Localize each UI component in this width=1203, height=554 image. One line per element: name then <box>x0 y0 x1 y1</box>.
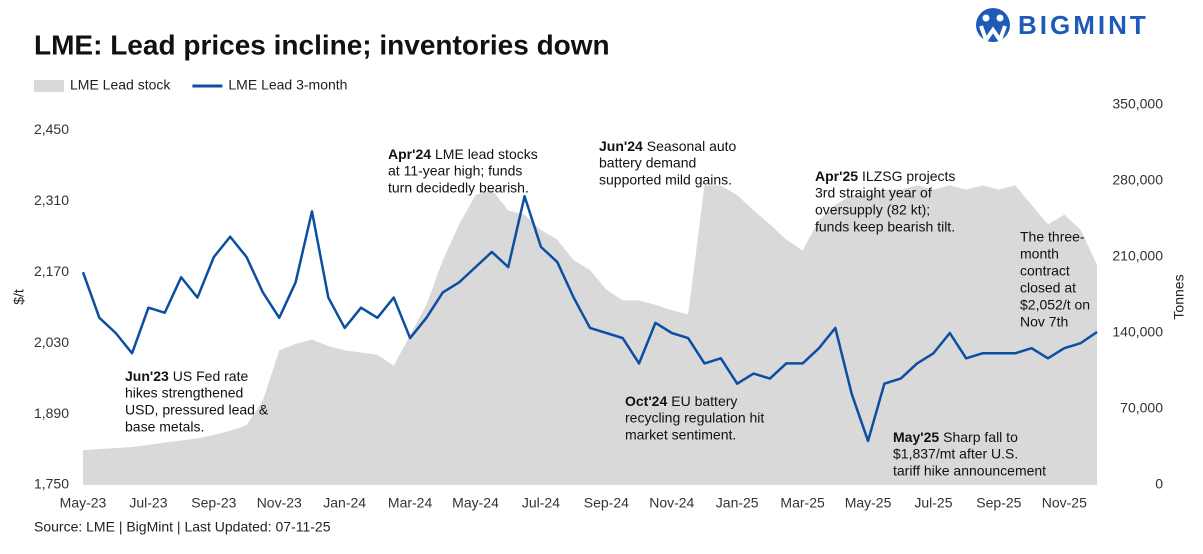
annotation: Jun'24 Seasonal auto <box>599 138 737 154</box>
x-tick-label: Mar-24 <box>388 495 433 511</box>
annotation-date: May'25 <box>893 429 939 445</box>
annotation: base metals. <box>125 419 204 435</box>
annotation: market sentiment. <box>625 427 736 443</box>
annotation: tariff hike announcement <box>893 463 1046 479</box>
x-tick-label: Sep-25 <box>976 495 1021 511</box>
annotation: $2,052/t on <box>1020 297 1090 313</box>
y-tick-label: 1,750 <box>34 476 69 492</box>
legend-label: LME Lead 3-month <box>228 77 347 93</box>
x-tick-label: Sep-23 <box>191 495 236 511</box>
annotation-text: EU battery <box>671 393 737 409</box>
y2-tick-label: 0 <box>1155 476 1163 492</box>
x-tick-label: May-24 <box>452 495 499 511</box>
y2-tick-label: 350,000 <box>1112 96 1163 112</box>
x-tick-label: Mar-25 <box>780 495 825 511</box>
annotation: month <box>1020 246 1059 262</box>
annotation: turn decidedly bearish. <box>388 180 529 196</box>
annotation-date: Jun'23 <box>125 368 169 384</box>
x-tick-label: Jan-24 <box>323 495 366 511</box>
annotation: battery demand <box>599 155 696 171</box>
price-line <box>81 194 1098 443</box>
x-tick-label: May-23 <box>60 495 107 511</box>
x-tick-label: May-25 <box>845 495 892 511</box>
annotation-date: Apr'25 <box>815 168 858 184</box>
annotation-date: Oct'24 <box>625 393 667 409</box>
annotation: Jun'23 US Fed rate <box>125 368 248 384</box>
legend-label: LME Lead stock <box>70 77 171 93</box>
annotation-text: Sharp fall to <box>943 429 1018 445</box>
annotation-date: Jun'24 <box>599 138 643 154</box>
y-tick-label: 2,310 <box>34 192 69 208</box>
source: Source: LME | BigMint | Last Updated: 07… <box>34 519 331 535</box>
annotation: Apr'25 ILZSG projects <box>815 168 955 184</box>
annotation-text: LME lead stocks <box>435 146 538 162</box>
x-tick-label: Jul-24 <box>522 495 560 511</box>
brand: BIGMINT <box>1018 10 1149 40</box>
logo-icon <box>976 8 1010 42</box>
x-tick-label: Nov-25 <box>1042 495 1087 511</box>
annotation: funds keep bearish tilt. <box>815 219 955 235</box>
y2-axis-label: Tonnes <box>1171 274 1187 319</box>
annotation: at 11-year high; funds <box>388 163 522 179</box>
annotation: Oct'24 EU battery <box>625 393 737 409</box>
annotation: USD, pressured lead & <box>125 402 269 418</box>
logo-icon <box>979 25 1007 45</box>
annotation: hikes strengthened <box>125 385 243 401</box>
logo-icon <box>982 14 990 22</box>
x-tick-label: Jul-23 <box>129 495 167 511</box>
y-tick-label: 1,890 <box>34 405 69 421</box>
annotation: supported mild gains. <box>599 172 732 188</box>
y-tick-label: 2,170 <box>34 263 69 279</box>
chart-title: LME: Lead prices incline; inventories do… <box>34 29 610 60</box>
annotation: Nov 7th <box>1020 314 1068 330</box>
annotation: 3rd straight year of <box>815 185 932 201</box>
annotation-text: ILZSG projects <box>862 168 955 184</box>
annotation: closed at <box>1020 280 1076 296</box>
annotation-text: Seasonal auto <box>647 138 737 154</box>
annotation: Apr'24 LME lead stocks <box>388 146 538 162</box>
x-tick-label: Nov-23 <box>257 495 302 511</box>
y2-tick-label: 70,000 <box>1120 400 1163 416</box>
legend-swatch <box>34 80 64 92</box>
y2-tick-label: 210,000 <box>1112 248 1163 264</box>
annotation-date: Apr'24 <box>388 146 431 162</box>
y-axis-label: $/t <box>11 289 27 305</box>
x-tick-label: Jan-25 <box>716 495 759 511</box>
x-tick-label: Sep-24 <box>584 495 629 511</box>
logo-icon <box>996 14 1004 22</box>
y2-tick-label: 140,000 <box>1112 324 1163 340</box>
annotation: oversupply (82 kt); <box>815 202 930 218</box>
annotation: $1,837/mt after U.S. <box>893 446 1018 462</box>
annotation: The three- <box>1020 229 1085 245</box>
x-tick-label: Jul-25 <box>914 495 952 511</box>
stock-area <box>83 185 1097 486</box>
annotation: recycling regulation hit <box>625 410 764 426</box>
x-tick-label: Nov-24 <box>649 495 694 511</box>
y-tick-label: 2,450 <box>34 121 69 137</box>
annotation-text: US Fed rate <box>173 368 249 384</box>
y-tick-label: 2,030 <box>34 334 69 350</box>
y2-tick-label: 280,000 <box>1112 172 1163 188</box>
logo: BIGMINT <box>976 8 1149 45</box>
annotation: May'25 Sharp fall to <box>893 429 1018 445</box>
annotation: contract <box>1020 263 1070 279</box>
